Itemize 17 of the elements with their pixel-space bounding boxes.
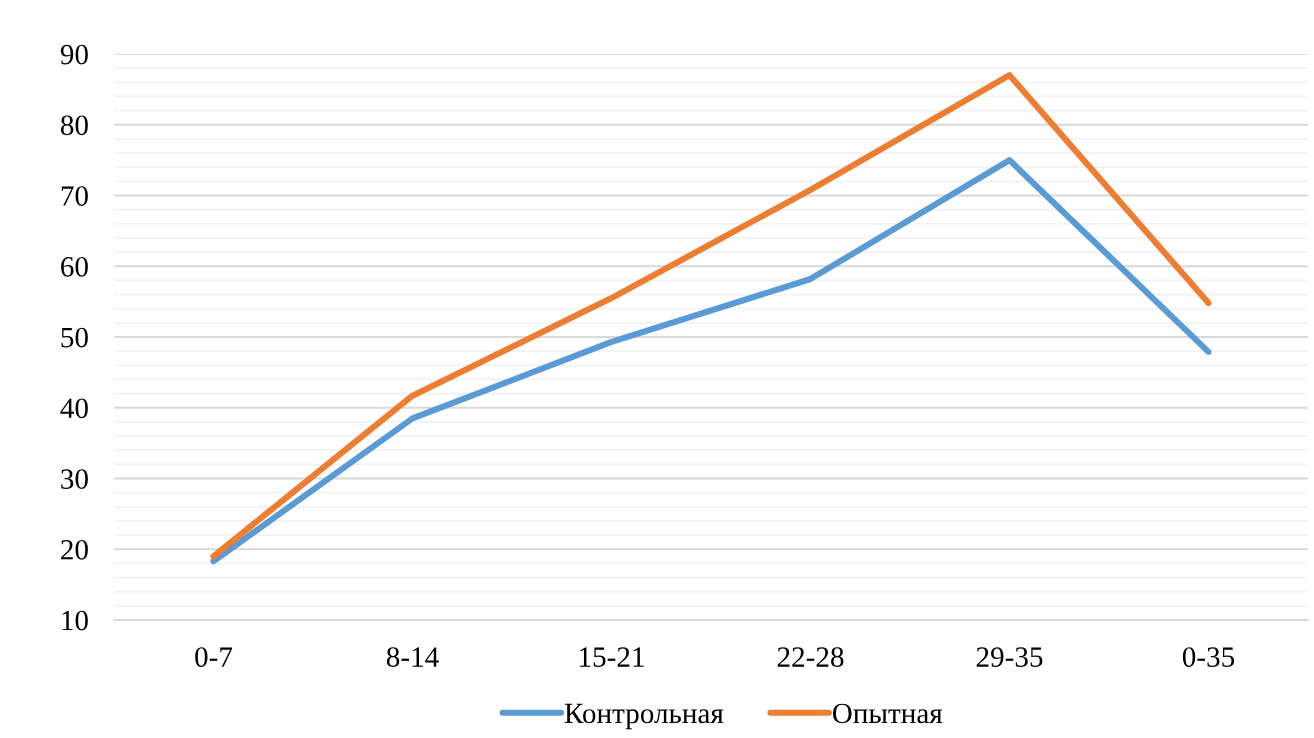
x-tick-label: 8-14	[386, 647, 439, 667]
y-tick-label: 60	[61, 256, 88, 277]
x-tick-label: 0-7	[195, 647, 233, 667]
x-tick-label: 29-35	[976, 647, 1043, 667]
x-tick-label: 15-21	[580, 647, 644, 667]
y-tick-label: 30	[61, 469, 88, 489]
y-tick-label: 20	[61, 539, 88, 560]
y-tick-label: 10	[62, 610, 88, 631]
y-tick-label: 50	[61, 327, 88, 348]
legend-label: Опытная	[832, 703, 943, 724]
y-tick-label: 80	[60, 115, 88, 136]
legend-label: Контрольная	[564, 703, 724, 730]
y-tick-label: 70	[61, 186, 88, 206]
x-tick-label: 0-35	[1182, 647, 1235, 667]
x-tick-label: 22-28	[777, 647, 844, 667]
y-tick-label: 90	[60, 44, 88, 65]
y-tick-label: 40	[60, 398, 88, 419]
